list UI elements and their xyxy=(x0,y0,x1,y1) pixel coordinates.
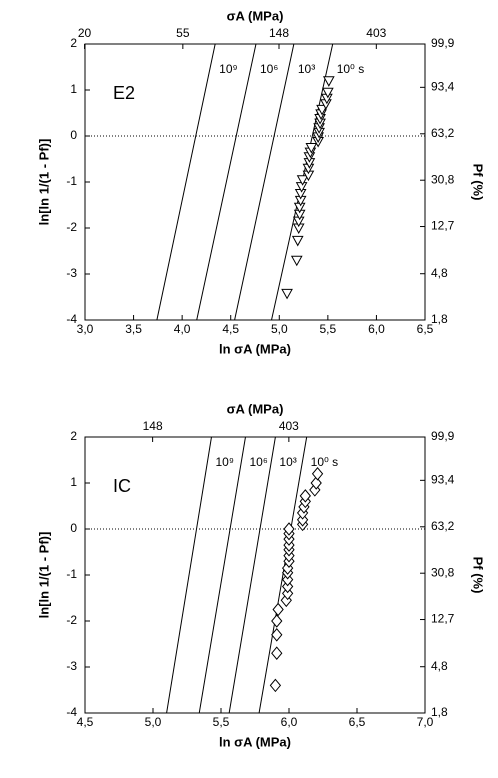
marker xyxy=(296,175,309,186)
x-axis-label: ln σA (MPa) xyxy=(219,734,291,749)
line-label: 10⁰ s xyxy=(337,62,365,76)
x-tick-label: 6,0 xyxy=(281,715,298,729)
x2-tick-label: 403 xyxy=(366,26,386,40)
line-label: 10³ xyxy=(279,455,296,469)
y2-tick-label: 12,7 xyxy=(431,612,455,626)
line xyxy=(196,43,257,321)
x2-tick-label: 20 xyxy=(78,26,92,40)
y2-tick-label: 93,4 xyxy=(431,473,455,487)
marker xyxy=(281,579,294,594)
marker xyxy=(269,678,282,693)
x-tick-label: 6,5 xyxy=(349,715,366,729)
y2-axis-label: Pf (%) xyxy=(471,557,486,594)
line-label: 10⁹ xyxy=(219,62,238,76)
annotation: IC xyxy=(113,476,131,496)
y-axis-label: ln[ln 1/(1 - Pf)] xyxy=(36,139,51,226)
x-tick-label: 5,0 xyxy=(145,715,162,729)
marker xyxy=(281,572,294,587)
y-tick-label: -4 xyxy=(66,705,77,719)
marker xyxy=(305,143,318,154)
marker xyxy=(322,76,335,87)
marker xyxy=(310,476,322,490)
marker xyxy=(281,586,294,601)
line-label: 10³ xyxy=(298,62,315,76)
x-tick-label: 5,5 xyxy=(213,715,230,729)
y2-tick-label: 30,8 xyxy=(431,565,455,579)
line xyxy=(156,43,216,321)
x-tick-label: 5,0 xyxy=(271,322,288,336)
y-tick-label: 0 xyxy=(70,128,77,142)
y-tick-label: -2 xyxy=(66,220,77,234)
y-tick-label: -2 xyxy=(66,613,77,627)
y-tick-label: -3 xyxy=(66,266,77,280)
marker xyxy=(322,87,334,99)
x-tick-label: 6,0 xyxy=(368,322,385,336)
marker xyxy=(311,467,324,481)
marker xyxy=(271,646,283,660)
y2-tick-label: 4,8 xyxy=(431,659,448,673)
x-tick-label: 3,5 xyxy=(125,322,142,336)
x-tick-label: 4,5 xyxy=(222,322,239,336)
line-label: 10⁶ xyxy=(260,62,278,76)
x2-axis-label: σA (MPa) xyxy=(227,401,284,416)
x-tick-label: 5,5 xyxy=(320,322,337,336)
y-tick-label: -1 xyxy=(66,174,77,188)
y2-tick-label: 63,2 xyxy=(431,519,455,533)
line xyxy=(258,436,308,714)
x2-axis-label: σA (MPa) xyxy=(227,8,284,23)
marker xyxy=(291,235,304,247)
y2-tick-label: 93,4 xyxy=(431,80,455,94)
x2-tick-label: 148 xyxy=(143,419,163,433)
y2-tick-label: 12,7 xyxy=(431,219,455,233)
annotation: E2 xyxy=(113,83,135,103)
y-tick-label: 2 xyxy=(70,36,77,50)
y2-axis-label: Pf (%) xyxy=(471,164,486,201)
marker xyxy=(281,288,293,300)
y-tick-label: -3 xyxy=(66,659,77,673)
line xyxy=(228,436,276,714)
line xyxy=(198,436,246,714)
x-tick-label: 6,5 xyxy=(417,322,434,336)
y2-tick-label: 99,9 xyxy=(431,429,455,443)
plot-frame xyxy=(84,43,426,321)
y2-tick-label: 1,8 xyxy=(431,705,448,719)
x2-tick-label: 55 xyxy=(176,26,190,40)
x-tick-label: 3,0 xyxy=(77,322,94,336)
line-label: 10⁹ xyxy=(215,455,234,469)
y2-tick-label: 1,8 xyxy=(431,312,448,326)
y-axis-label: ln[ln 1/(1 - Pf)] xyxy=(36,532,51,619)
line-label: 10⁶ xyxy=(249,455,267,469)
marker xyxy=(299,489,311,503)
y-tick-label: 2 xyxy=(70,429,77,443)
marker xyxy=(272,602,284,617)
y2-tick-label: 30,8 xyxy=(431,172,455,186)
y-tick-label: 1 xyxy=(70,475,77,489)
plot-frame xyxy=(84,436,426,714)
x-tick-label: 7,0 xyxy=(417,715,434,729)
y2-tick-label: 99,9 xyxy=(431,36,455,50)
marker xyxy=(283,522,295,536)
marker xyxy=(271,614,283,628)
marker xyxy=(316,104,328,116)
marker xyxy=(296,513,309,527)
x2-tick-label: 403 xyxy=(279,419,299,433)
y-tick-label: -1 xyxy=(66,567,77,581)
line-label: 10⁰ s xyxy=(311,455,339,469)
x-tick-label: 4,0 xyxy=(174,322,191,336)
x2-tick-label: 148 xyxy=(269,26,289,40)
line xyxy=(166,436,212,714)
y-tick-label: 1 xyxy=(70,82,77,96)
x-axis-label: ln σA (MPa) xyxy=(219,341,291,356)
y-tick-label: 0 xyxy=(70,521,77,535)
marker xyxy=(290,255,303,267)
y2-tick-label: 63,2 xyxy=(431,126,455,140)
y2-tick-label: 4,8 xyxy=(431,266,448,280)
x-tick-label: 4,5 xyxy=(77,715,94,729)
marker xyxy=(271,628,283,642)
line xyxy=(234,43,295,321)
y-tick-label: -4 xyxy=(66,312,77,326)
